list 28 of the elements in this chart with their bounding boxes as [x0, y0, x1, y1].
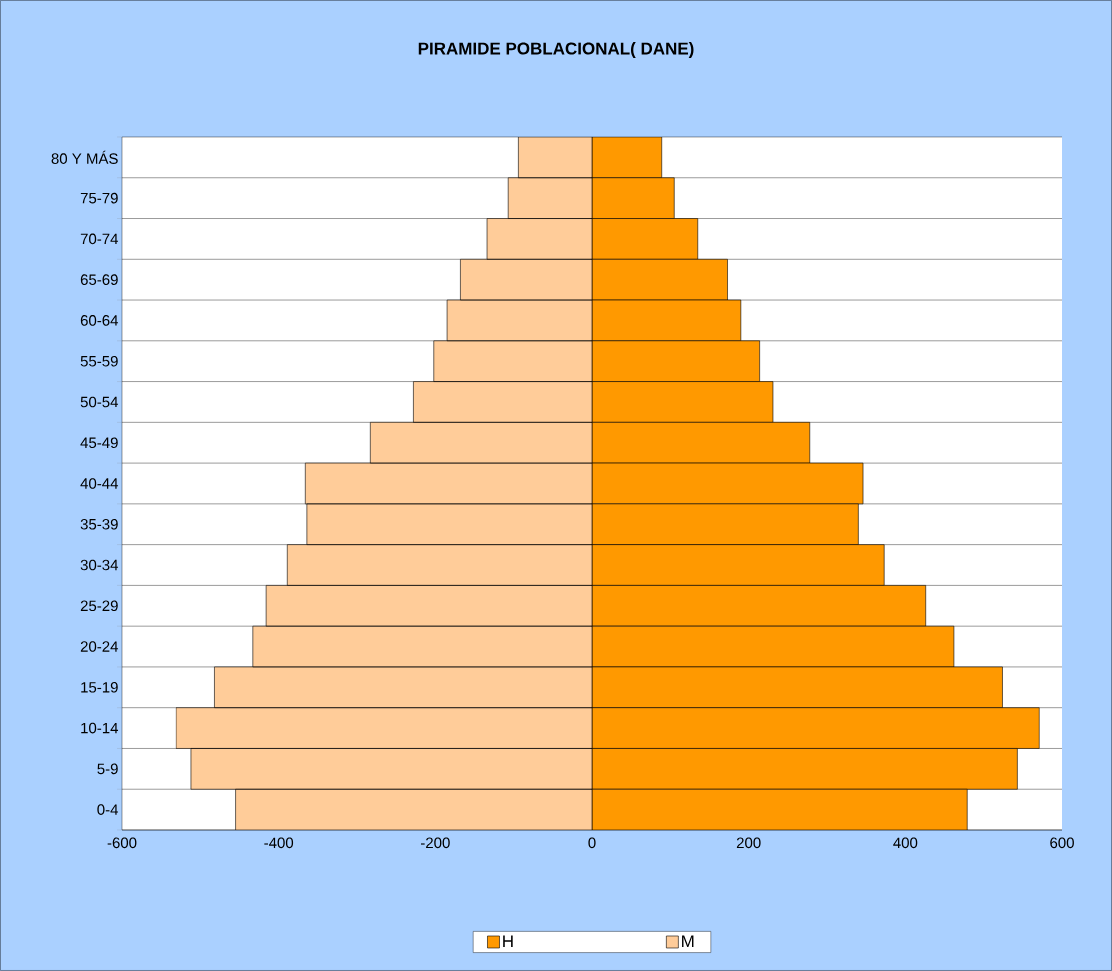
- x-tick-label: -600: [107, 837, 137, 849]
- bar: [305, 462, 593, 505]
- y-tick-label: 70-74: [80, 233, 119, 245]
- x-tick-label: 600: [1050, 837, 1074, 849]
- y-tick-label: 15-19: [81, 682, 118, 693]
- x-tick-label: 200: [736, 837, 761, 849]
- y-tick-label: 45-49: [80, 437, 118, 449]
- x-tick-label: -200: [420, 837, 450, 849]
- x-tick-label: 400: [893, 837, 918, 849]
- y-tick-label: 80 Y MÁS: [51, 150, 118, 164]
- y-tick-label: 75-79: [80, 192, 118, 204]
- legend-label: H: [503, 935, 513, 948]
- legend-label: M: [682, 935, 694, 948]
- x-tick-label: -400: [264, 837, 294, 849]
- x-tick-label: 0: [588, 837, 596, 849]
- chart-title: PIRAMIDE POBLACIONAL( DANE): [418, 42, 694, 58]
- y-tick-label: 20-24: [80, 641, 119, 652]
- y-tick-label: 60-64: [80, 315, 119, 326]
- y-tick-label: 50-54: [80, 396, 119, 408]
- y-tick-label: 30-34: [80, 559, 119, 571]
- y-tick-label: 65-69: [80, 274, 118, 285]
- y-tick-label: 55-59: [80, 355, 118, 367]
- y-tick-label: 40-44: [80, 478, 119, 489]
- y-tick-label: 35-39: [80, 518, 118, 530]
- y-tick-label: 0-4: [97, 804, 119, 815]
- y-tick-label: 5-9: [97, 763, 118, 775]
- y-tick-label: 25-29: [80, 600, 118, 612]
- y-tick-label: 10-14: [81, 722, 119, 734]
